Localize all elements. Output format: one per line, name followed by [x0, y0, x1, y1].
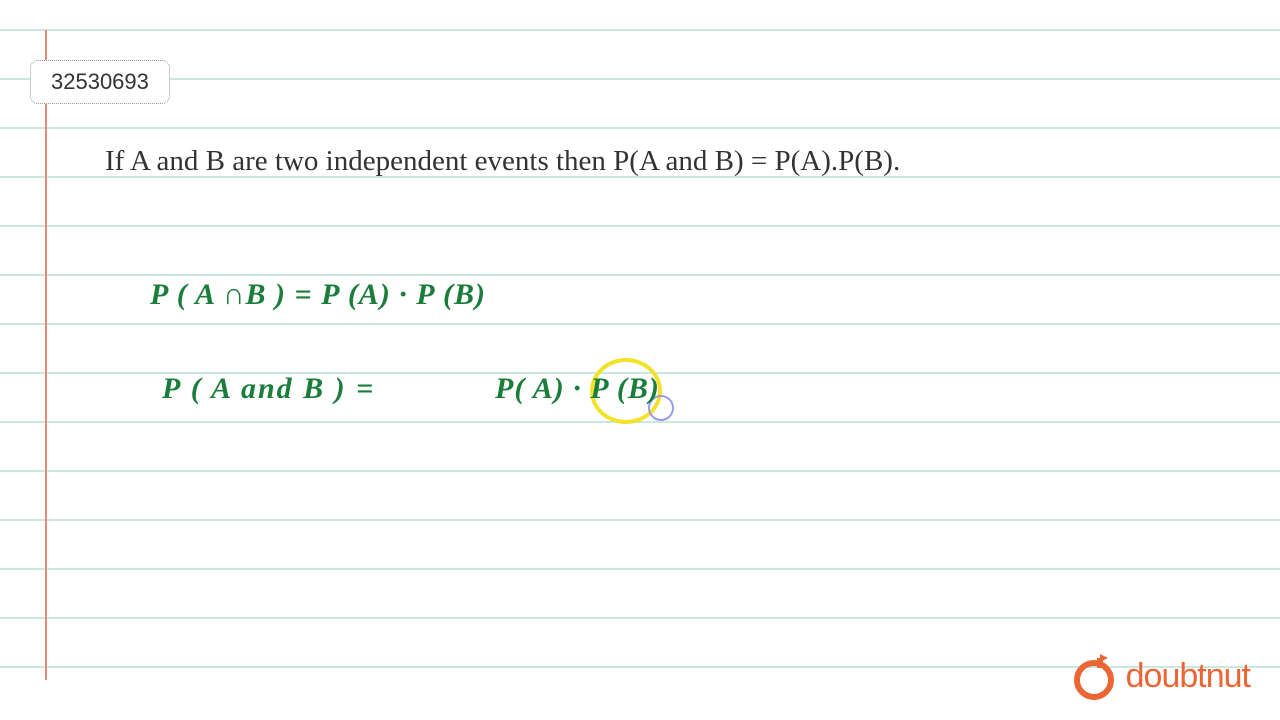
question-id-value: 32530693 [51, 69, 149, 94]
equation-1: P ( A ∩B ) = P (A) · P (B) [150, 278, 486, 312]
equation-2-right: P( A) · P (B) [495, 372, 660, 406]
doubtnut-logo: doubtnut [1070, 652, 1250, 700]
margin-line [45, 30, 47, 680]
doubtnut-logo-text: doubtnut [1126, 657, 1250, 696]
equation-2-left: P ( A and B ) = [162, 372, 375, 406]
doubtnut-logo-icon [1070, 652, 1118, 700]
question-id-box: 32530693 [30, 60, 170, 104]
question-text: If A and B are two independent events th… [105, 145, 900, 178]
